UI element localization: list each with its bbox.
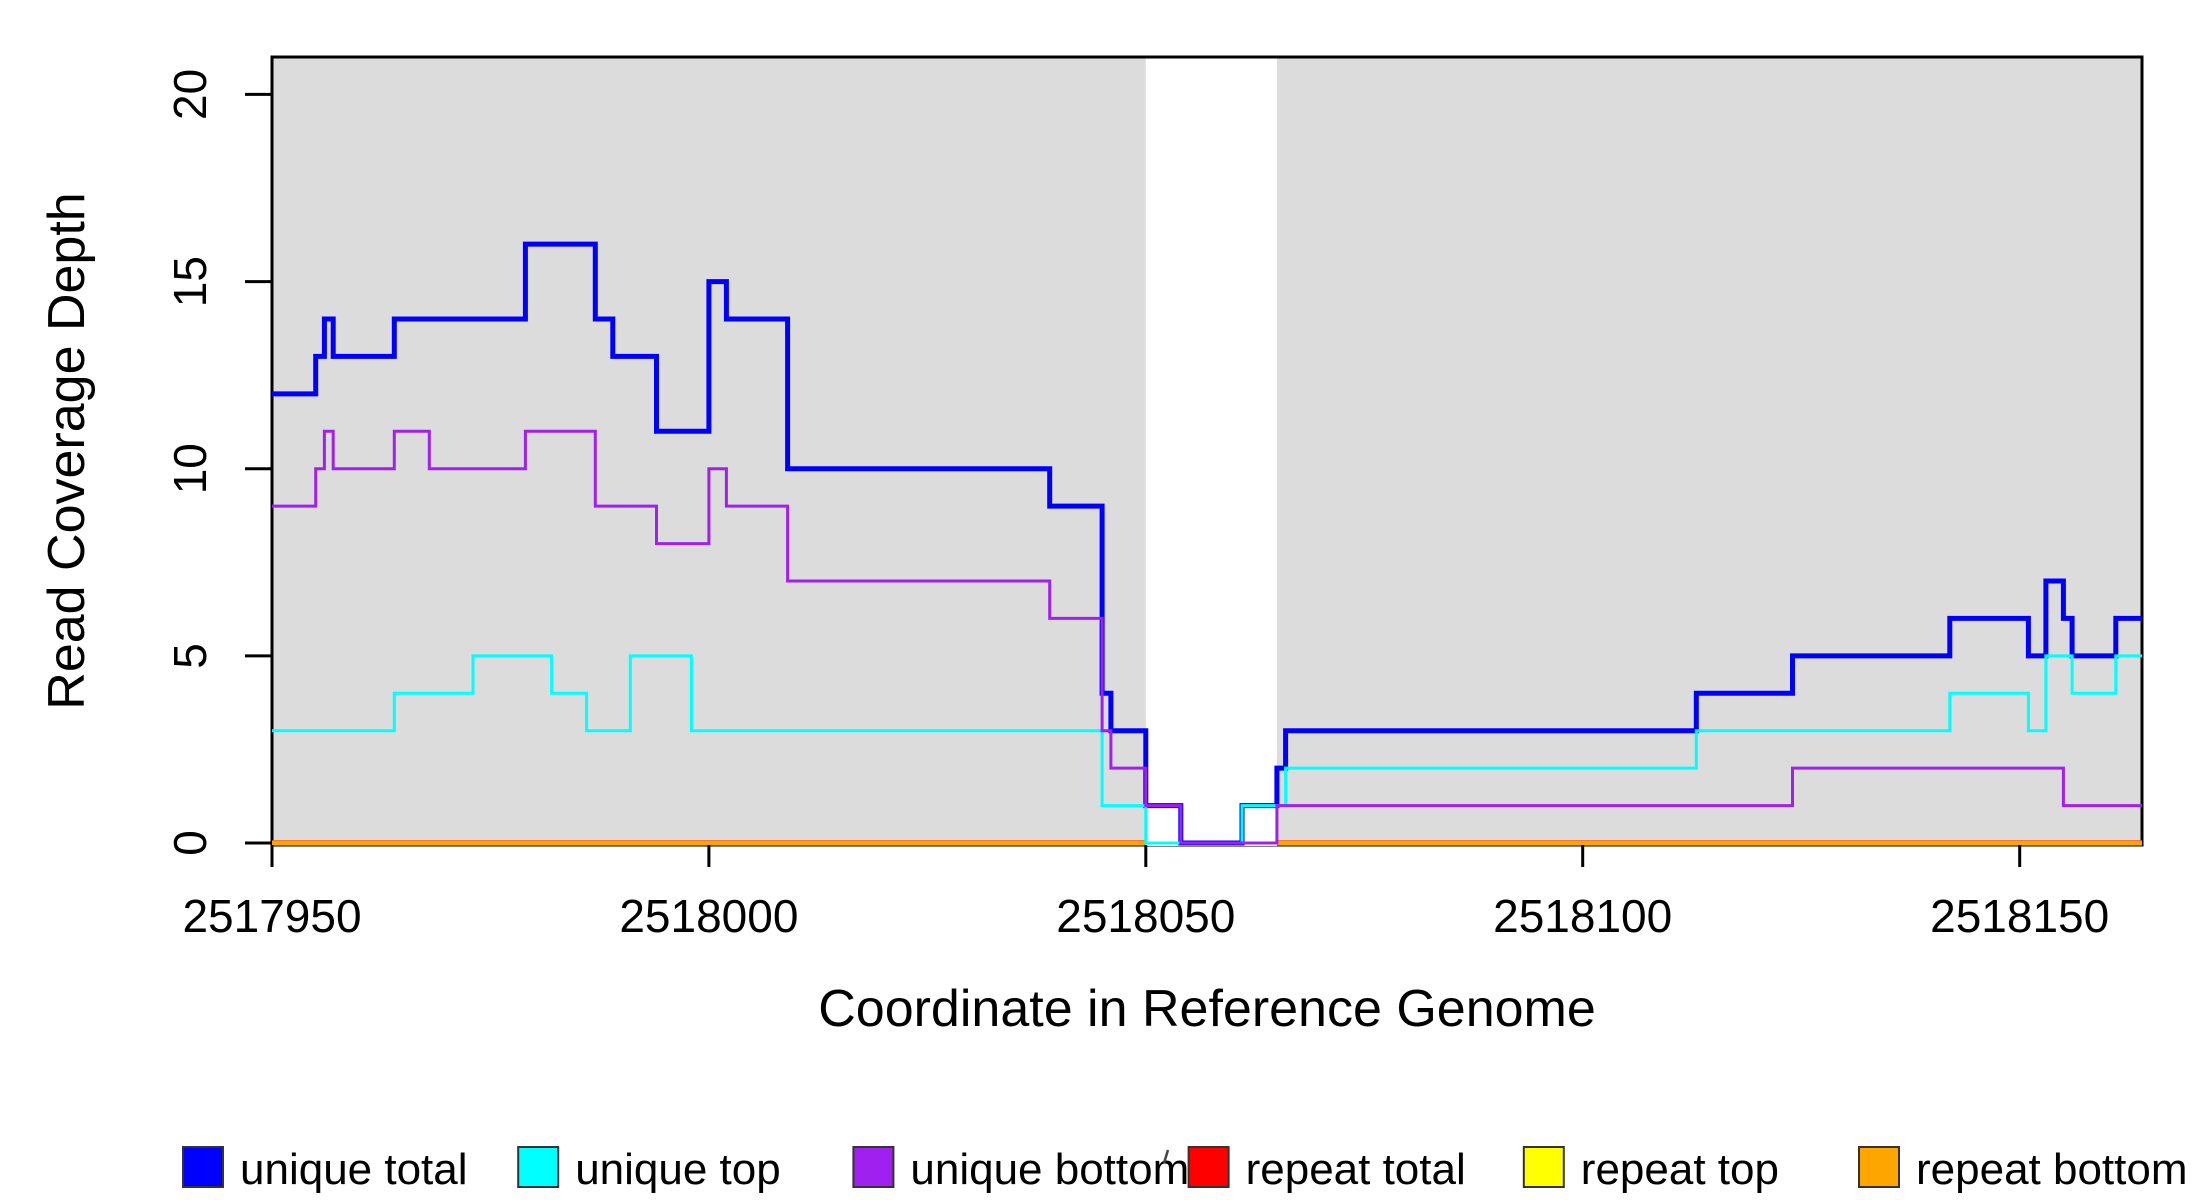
legend-label-repeat-top: repeat top	[1581, 1145, 1779, 1194]
highlight-band	[1145, 58, 1277, 846]
x-axis-label: Coordinate in Reference Genome	[818, 980, 1596, 1038]
legend-label-unique-top: unique top	[575, 1145, 781, 1194]
y-tick-label: 20	[164, 69, 216, 120]
y-tick-label: 0	[164, 830, 216, 856]
x-tick-label: 2518050	[1056, 890, 1235, 942]
legend-swatch-unique-total	[182, 1146, 224, 1188]
y-axis-label: Read Coverage Depth	[38, 192, 96, 709]
x-tick-label: 2518100	[1493, 890, 1672, 942]
x-tick-label: 2517950	[182, 890, 361, 942]
y-tick-label: 10	[164, 443, 216, 494]
legend-label-repeat-bottom: repeat bottom	[1916, 1145, 2188, 1194]
legend-label-repeat-total: repeat total	[1246, 1145, 1466, 1194]
legend-artifact-mark	[1162, 1149, 1170, 1164]
series-line-unique-total	[272, 241, 2142, 846]
y-tick-label: 5	[164, 643, 216, 669]
legend-swatch-repeat-bottom	[1858, 1146, 1900, 1188]
legend-label-unique-total: unique total	[240, 1145, 468, 1194]
legend-swatch-repeat-top	[1522, 1146, 1565, 1188]
series-line-unique-bottom	[272, 429, 2142, 845]
x-tick-label: 2518150	[1930, 890, 2109, 942]
legend-swatch-repeat-total	[1187, 1146, 1230, 1188]
chart-generated-layer: 2517950 2518000 2518050 2518100 2518150 0 5 10 1…	[164, 55, 2188, 1194]
y-tick-label: 15	[164, 256, 216, 307]
legend-label-unique-bottom: unique bottom	[910, 1145, 1189, 1194]
legend-swatch-unique-top	[517, 1146, 560, 1188]
x-tick-label: 2518000	[619, 890, 798, 942]
legend-swatch-unique-bottom	[852, 1146, 895, 1188]
